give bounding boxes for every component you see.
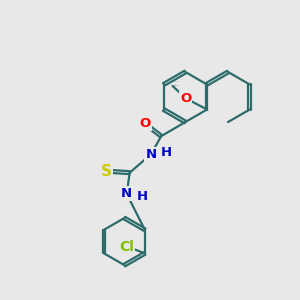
Text: methoxy: methoxy [174,85,180,86]
Text: methoxy: methoxy [172,81,179,83]
Text: O: O [180,92,191,105]
Text: N: N [145,148,156,161]
Text: H: H [161,146,172,159]
Text: N: N [121,188,132,200]
Text: O: O [140,117,151,130]
Text: Cl: Cl [119,240,134,254]
Text: H: H [137,190,148,203]
Text: S: S [101,164,112,179]
